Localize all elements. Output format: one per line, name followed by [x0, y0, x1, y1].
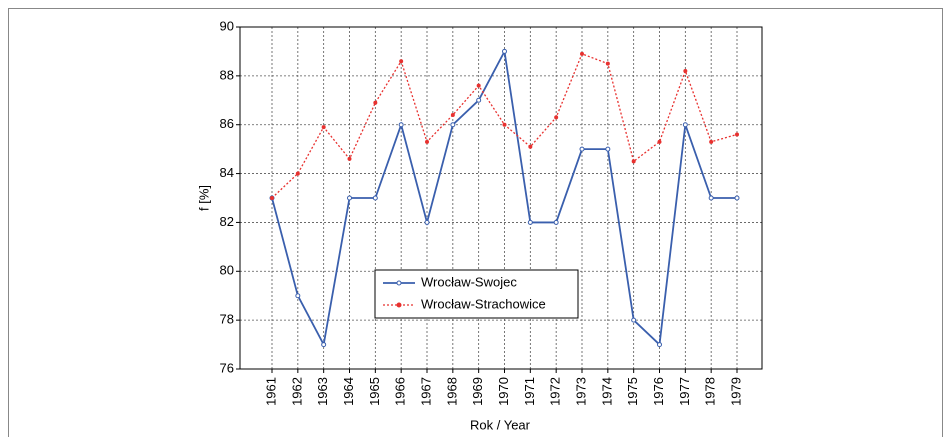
x-tick-label: 1978: [703, 377, 718, 406]
legend-marker: [396, 280, 402, 286]
x-tick-label: 1966: [393, 377, 408, 406]
x-tick-label: 1972: [548, 377, 563, 406]
point: [295, 171, 300, 176]
point: [682, 122, 688, 128]
point: [631, 317, 637, 323]
point: [708, 195, 714, 201]
point: [373, 100, 378, 105]
point: [502, 122, 507, 127]
x-tick-label: 1964: [341, 377, 356, 406]
y-tick-label: 90: [220, 18, 234, 33]
point: [450, 122, 456, 128]
x-tick-label: 1963: [315, 377, 330, 406]
point: [398, 122, 404, 128]
point: [270, 196, 274, 200]
legend-label: Wrocław-Strachowice: [421, 296, 546, 311]
point: [734, 195, 740, 201]
x-tick-label: 1968: [444, 377, 459, 406]
x-tick-label: 1977: [677, 377, 692, 406]
point: [657, 139, 662, 144]
point: [450, 112, 455, 117]
x-tick-label: 1975: [625, 377, 640, 406]
x-tick-label: 1979: [728, 377, 743, 406]
x-tick-label: 1969: [470, 377, 485, 406]
point: [347, 195, 352, 201]
y-tick-label: 88: [220, 67, 234, 82]
point: [554, 115, 559, 120]
point: [657, 342, 662, 348]
y-tick-label: 84: [220, 165, 234, 180]
frame: [8, 8, 943, 442]
point: [579, 146, 585, 152]
y-axis-label: f [%]: [196, 185, 211, 211]
point: [347, 156, 352, 161]
legend-label: Wrocław-Swojec: [421, 274, 517, 289]
x-tick-label: 1965: [367, 377, 382, 406]
y-tick-label: 86: [220, 116, 234, 131]
x-tick-label: 1976: [651, 377, 666, 406]
x-tick-label: 1970: [496, 377, 511, 406]
legend-marker: [396, 302, 402, 308]
point: [321, 342, 327, 348]
point: [605, 146, 611, 152]
x-tick-label: 1967: [418, 377, 433, 406]
point: [372, 195, 378, 201]
point: [735, 132, 739, 137]
point: [709, 139, 714, 144]
point: [553, 219, 559, 225]
point: [683, 68, 688, 73]
point: [476, 83, 481, 88]
point: [399, 59, 404, 64]
x-tick-label: 1971: [522, 377, 537, 406]
point: [605, 61, 610, 66]
y-tick-label: 76: [220, 360, 234, 375]
point: [580, 51, 584, 56]
point: [425, 139, 429, 144]
point: [527, 219, 533, 225]
y-tick-label: 82: [220, 214, 234, 229]
legend: [374, 269, 579, 319]
x-tick-label: 1974: [599, 377, 614, 406]
x-tick-label: 1962: [289, 377, 304, 406]
point: [631, 159, 636, 164]
x-axis-label: Rok / Year: [470, 417, 531, 432]
point: [476, 97, 482, 103]
point: [528, 144, 533, 149]
y-tick-label: 80: [220, 263, 234, 278]
plot-frame: [239, 26, 763, 370]
point: [502, 48, 507, 54]
x-tick-label: 1973: [573, 377, 588, 406]
x-tick-label: 1961: [263, 377, 278, 406]
y-tick-label: 78: [220, 312, 234, 327]
point: [424, 219, 430, 225]
point: [321, 125, 326, 130]
point: [295, 293, 301, 299]
